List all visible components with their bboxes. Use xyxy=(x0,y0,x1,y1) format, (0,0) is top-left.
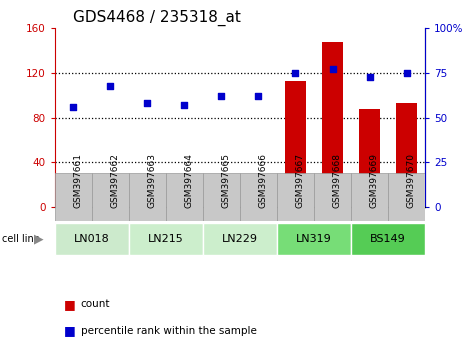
Text: GSM397669: GSM397669 xyxy=(370,153,379,208)
Bar xyxy=(166,173,203,221)
Bar xyxy=(129,173,166,221)
Bar xyxy=(100,173,120,207)
Bar xyxy=(277,173,314,221)
Bar xyxy=(55,223,129,255)
Text: LN319: LN319 xyxy=(296,234,332,244)
Text: GSM397666: GSM397666 xyxy=(258,153,267,208)
Bar xyxy=(388,173,425,221)
Point xyxy=(255,93,262,99)
Text: LN215: LN215 xyxy=(148,234,184,244)
Bar xyxy=(174,187,194,207)
Bar xyxy=(55,173,92,221)
Text: GSM397667: GSM397667 xyxy=(295,153,304,208)
Point xyxy=(218,93,225,99)
Text: GDS4468 / 235318_at: GDS4468 / 235318_at xyxy=(73,9,241,25)
Text: ▶: ▶ xyxy=(34,233,44,245)
Bar xyxy=(203,173,240,221)
Point xyxy=(329,67,336,72)
Bar xyxy=(240,173,277,221)
Point xyxy=(403,70,410,76)
Bar xyxy=(351,223,425,255)
Text: percentile rank within the sample: percentile rank within the sample xyxy=(81,326,256,336)
Point xyxy=(366,74,373,79)
Bar xyxy=(285,81,305,207)
Point xyxy=(106,83,114,88)
Bar xyxy=(323,42,342,207)
Bar xyxy=(314,173,351,221)
Text: count: count xyxy=(81,299,110,309)
Point xyxy=(69,104,77,110)
Point xyxy=(292,70,299,76)
Text: GSM397663: GSM397663 xyxy=(147,153,156,208)
Text: LN229: LN229 xyxy=(222,234,258,244)
Bar xyxy=(351,173,388,221)
Bar xyxy=(203,223,277,255)
Point xyxy=(143,101,151,106)
Text: GSM397662: GSM397662 xyxy=(110,153,119,208)
Point xyxy=(180,102,188,108)
Bar xyxy=(211,183,231,207)
Text: ■: ■ xyxy=(64,325,76,337)
Text: GSM397661: GSM397661 xyxy=(73,153,82,208)
Text: GSM397668: GSM397668 xyxy=(332,153,342,208)
Text: GSM397664: GSM397664 xyxy=(184,153,193,208)
Text: BS149: BS149 xyxy=(370,234,406,244)
Text: ■: ■ xyxy=(64,298,76,311)
Bar xyxy=(129,223,203,255)
Text: cell line: cell line xyxy=(2,234,40,244)
Bar xyxy=(360,109,380,207)
Bar xyxy=(248,181,268,207)
Bar xyxy=(397,103,417,207)
Bar xyxy=(137,189,157,207)
Text: LN018: LN018 xyxy=(74,234,110,244)
Bar xyxy=(277,223,351,255)
Text: GSM397670: GSM397670 xyxy=(407,153,416,208)
Text: GSM397665: GSM397665 xyxy=(221,153,230,208)
Bar xyxy=(63,196,83,207)
Bar xyxy=(92,173,129,221)
